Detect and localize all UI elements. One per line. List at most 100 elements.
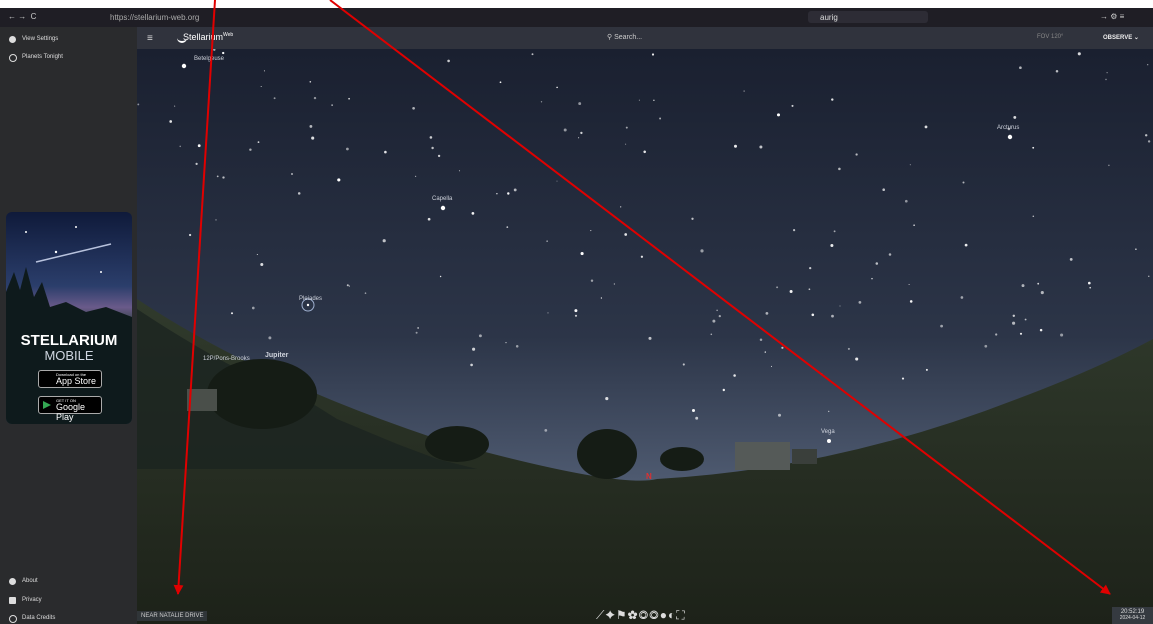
star <box>195 163 197 165</box>
star <box>505 342 506 343</box>
menu-item[interactable]: Data Credits <box>22 615 55 621</box>
star <box>384 151 387 154</box>
star <box>541 101 542 102</box>
brand[interactable]: StellariumWeb <box>183 32 233 42</box>
star <box>507 192 509 194</box>
building <box>735 442 790 470</box>
url[interactable]: https://stellarium-web.org <box>110 13 199 22</box>
menu-item[interactable]: View Settings <box>22 36 58 42</box>
tree <box>660 447 704 471</box>
star <box>346 148 349 151</box>
menu-item[interactable]: Privacy <box>22 597 42 603</box>
star <box>683 363 685 365</box>
star <box>643 151 646 154</box>
star <box>925 126 928 129</box>
star <box>591 279 593 281</box>
star <box>274 97 276 99</box>
sky-label[interactable]: 12P/Pons-Brooks <box>203 356 250 362</box>
star <box>790 290 793 293</box>
bright-star[interactable] <box>1008 135 1012 139</box>
sky-label[interactable]: Pleiades <box>299 296 322 302</box>
location-button[interactable]: NEAR NATALIE DRIVE <box>137 611 207 621</box>
star <box>601 297 602 298</box>
tree <box>577 429 637 479</box>
star <box>310 81 312 83</box>
toolbar-icons[interactable]: ⟋✦⚑✿◎◎●◐⛶ <box>596 608 686 623</box>
star <box>776 286 778 288</box>
search-text: aurig <box>820 13 838 22</box>
mobile-ad[interactable]: STELLARIUM MOBILE Download on the App St… <box>6 212 132 424</box>
sky-label[interactable]: Capella <box>432 196 452 202</box>
tree <box>425 426 489 462</box>
star <box>516 345 519 348</box>
sky-view[interactable] <box>137 49 1153 624</box>
star <box>605 397 608 400</box>
date: 2024-04-12 <box>1112 615 1153 621</box>
star <box>1041 291 1044 294</box>
star <box>781 347 783 349</box>
star <box>472 348 475 351</box>
star <box>578 137 579 138</box>
bright-star[interactable] <box>441 206 445 210</box>
star <box>544 429 547 432</box>
menu-item[interactable]: About <box>22 578 38 584</box>
menu-item[interactable]: Planets Tonight <box>22 54 63 60</box>
bright-star[interactable] <box>827 439 831 443</box>
screenshot: ← → C https://stellarium-web.org aurig →… <box>0 0 1153 624</box>
ad-art <box>6 212 132 424</box>
bright-star[interactable] <box>307 304 309 306</box>
star <box>716 310 717 311</box>
app-store-button[interactable]: Download on the App Store <box>38 370 102 388</box>
star <box>765 351 766 352</box>
browser-toolbar: ← → C https://stellarium-web.org aurig →… <box>0 8 1153 27</box>
sky-label[interactable]: Arcturus <box>997 125 1019 131</box>
star <box>876 262 879 265</box>
observe-label: OBSERVE <box>1103 35 1132 41</box>
star <box>839 305 840 306</box>
bright-star[interactable] <box>182 64 186 68</box>
star <box>1025 319 1027 321</box>
star <box>496 193 497 194</box>
google-play-button[interactable]: GET IT ON Google Play <box>38 396 102 414</box>
sky-label[interactable]: Jupiter <box>265 352 288 359</box>
star <box>260 263 263 266</box>
app-header: ≡ StellariumWeb ⚲ Search... FOV 120° OBS… <box>137 27 1153 49</box>
sky-label[interactable]: Vega <box>821 429 835 435</box>
play-icon <box>43 401 51 409</box>
star <box>778 414 781 417</box>
star <box>760 338 763 341</box>
star <box>298 192 301 195</box>
hamburger[interactable]: ≡ <box>147 33 153 44</box>
star <box>431 147 433 149</box>
star <box>1107 72 1108 73</box>
star <box>1088 282 1091 285</box>
star <box>652 53 654 55</box>
star <box>625 144 626 145</box>
sky-label[interactable]: Betelgeuse <box>194 56 224 62</box>
star <box>1060 333 1063 336</box>
star <box>564 129 567 132</box>
star <box>1148 140 1150 142</box>
star <box>712 320 715 323</box>
star <box>556 87 558 89</box>
star <box>291 173 293 175</box>
browser-menu[interactable]: → ⚙ ≡ <box>1100 12 1124 21</box>
star <box>179 146 180 147</box>
star <box>1148 276 1149 277</box>
star <box>169 120 172 123</box>
search-box[interactable]: aurig <box>808 11 928 23</box>
star <box>546 240 547 241</box>
star <box>1108 165 1109 166</box>
star <box>580 132 582 134</box>
star <box>830 244 833 247</box>
nav-buttons[interactable]: ← → C <box>8 12 36 21</box>
observe-button[interactable]: OBSERVE ⌄ <box>1103 34 1139 41</box>
page: Stellarium Web {"browser": {"url": "http… <box>0 0 1153 624</box>
star <box>349 286 350 287</box>
sky-search[interactable]: ⚲ Search... <box>607 33 642 41</box>
star <box>882 188 885 191</box>
star <box>268 336 271 339</box>
star <box>793 229 795 231</box>
star <box>222 176 224 178</box>
datetime-button[interactable]: 20:52:19 2024-04-12 <box>1112 607 1153 624</box>
